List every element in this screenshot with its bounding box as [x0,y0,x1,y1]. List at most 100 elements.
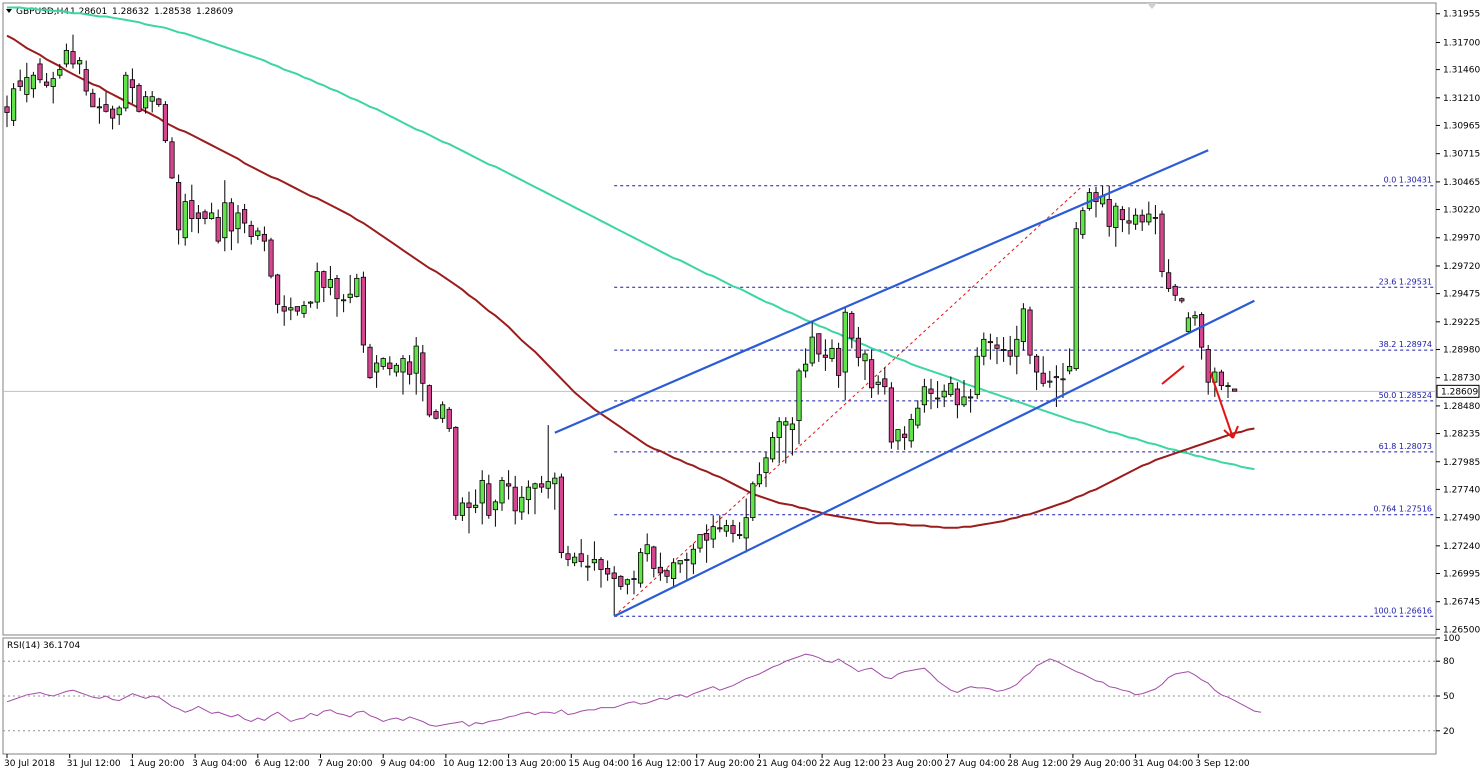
candle-bull [301,305,307,314]
candle-bull [400,358,406,373]
candle-bull [532,483,538,489]
candle-bull [1053,376,1059,379]
candle-bear [1205,349,1211,383]
price-axis: 1.31955 1.31700 1.31460 1.31210 1.30965 1.307… [1436,10,1480,635]
candle-bull [1067,365,1073,372]
candle-bull [525,486,532,500]
fib-level-label: 0.764 1.27516 [1373,505,1432,514]
candle-bull [459,502,466,516]
candle-bear [189,200,195,219]
candle-bull [314,271,320,303]
candle-bear [539,483,545,488]
price-tick-label: 1.28235 [1443,430,1480,440]
price-tick-label: 1.31955 [1443,10,1480,20]
candle-bear [387,362,393,370]
candle-bull [756,474,763,485]
forecast-down-stroke [1209,370,1234,439]
candle-bear [836,347,842,376]
candle-bull [941,390,947,398]
header-high: 1.28632 [112,7,149,17]
candle-bull [1060,378,1066,381]
candle-bear [453,426,459,516]
time-tick-label: 31 Jul 12:00 [67,759,121,769]
candle-bear [70,51,76,65]
candle-bull [327,279,334,288]
candle-bear [486,483,492,516]
current-price-label: 1.28609 [1441,387,1478,397]
candle-bear [202,211,208,219]
candle-bear [849,312,855,339]
price-tick-label: 1.28980 [1443,345,1480,355]
collapse-triangle-icon [6,9,12,13]
price-tick-label: 1.30220 [1443,206,1480,216]
candle-bull [380,358,386,367]
candle-bull [915,407,921,426]
candle-bear [1172,285,1178,296]
candle-bear [169,141,175,179]
time-tick-label: 22 Aug 12:00 [819,759,880,769]
candle-bull [499,479,505,504]
candle-bull [803,363,809,372]
candle-bear [987,341,994,344]
arrow-down-icon [1223,425,1239,439]
candle-bear [657,566,664,574]
time-tick-label: 17 Aug 20:00 [694,759,755,769]
candle-bull [24,77,30,95]
fib-level-label: 38.2 1.28974 [1379,340,1432,349]
price-tick-label: 1.29720 [1443,262,1480,272]
candle-bear [103,104,109,112]
price-tick-label: 1.27740 [1443,485,1480,495]
candle-bear [136,84,142,112]
candle-bull [875,381,881,385]
candle-bear [512,486,518,512]
candle-bull [591,558,598,564]
rsi-label: RSI(14) 36.1704 [7,641,80,651]
moving-averages [6,6,1255,529]
candle-bear [274,274,281,305]
ma-red-line [6,34,1255,529]
candle-bull [737,534,743,536]
symbol-header: GBPUSD,H4 1.28601 1.28632 1.28538 1.2860… [6,7,233,17]
candle-bull [1185,317,1191,332]
candle-bull [519,496,525,513]
price-tick-label: 1.28730 [1443,374,1480,384]
fib-retracement-diagonal [613,185,1084,617]
fib-level-label: 23.6 1.29531 [1379,277,1432,286]
candle-bear [83,69,89,92]
candle-bear [928,388,934,394]
candle-bull [307,301,314,304]
candle-bear [37,63,43,81]
candle-bull [77,60,83,65]
candle-bull [96,106,102,109]
candle-bear [241,209,248,224]
candle-bear [4,106,10,113]
candle-bear [1166,272,1172,289]
price-tick-label: 1.27490 [1443,514,1480,524]
candle-bear [888,387,895,443]
candle-bear [110,108,116,119]
candle-bear [17,80,23,87]
candle-bull [572,556,578,564]
candle-bear [618,575,624,587]
candle-bear [281,306,287,312]
candle-bull [123,74,129,109]
main-pane-frame [2,2,1437,636]
candle-bear [994,344,1000,349]
candle-bull [30,74,37,90]
candle-bear [1007,350,1013,357]
candle-bear [1119,209,1125,221]
candle-bull [809,336,815,364]
candle-bull [796,370,802,421]
candle-bull [677,560,683,565]
candle-bull [750,483,756,519]
candle-bear [730,525,736,534]
candle-bull [479,479,485,504]
candle-bull [981,338,987,357]
candle-bull [770,437,776,460]
candle-bear [1199,314,1205,348]
candle-bear [248,224,254,238]
ma-green-line [7,6,1255,471]
candle-bull [644,544,650,555]
candle-bear [1218,371,1224,386]
